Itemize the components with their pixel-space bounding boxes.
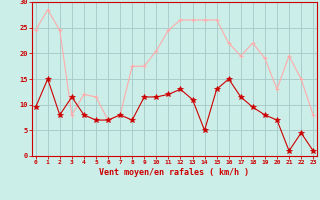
X-axis label: Vent moyen/en rafales ( km/h ): Vent moyen/en rafales ( km/h ) bbox=[100, 168, 249, 177]
